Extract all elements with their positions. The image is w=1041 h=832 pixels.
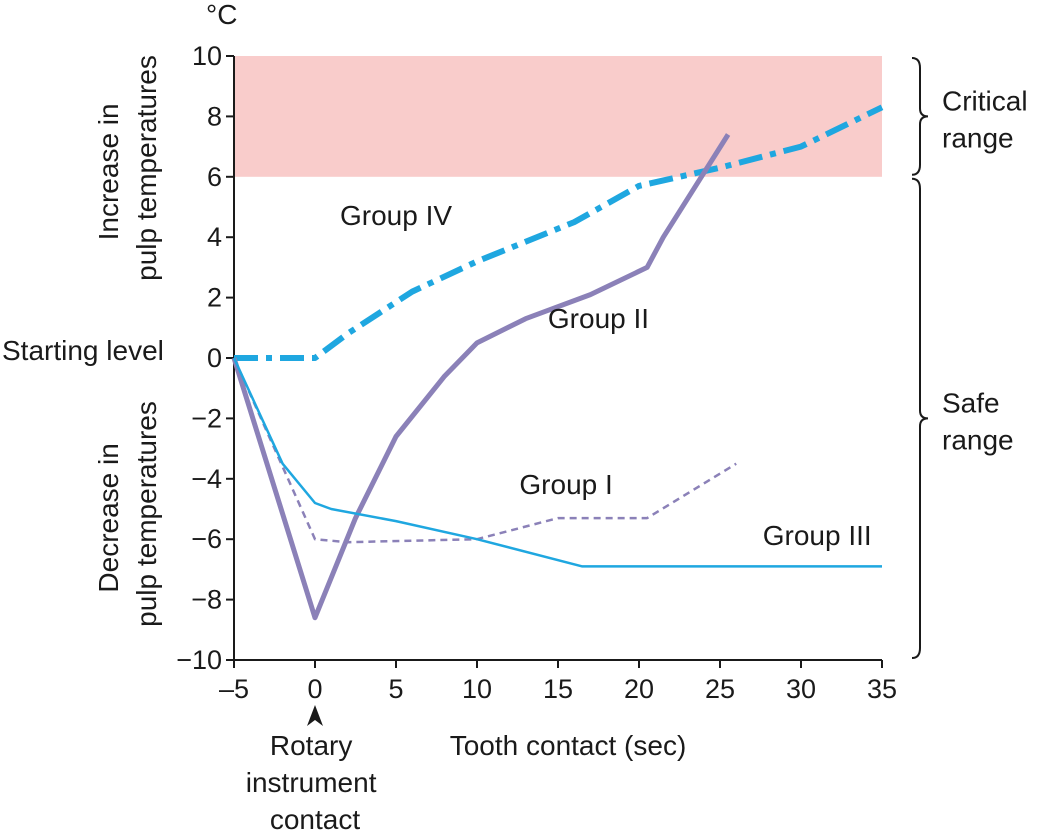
safe-range-label-line: range: [942, 424, 1014, 455]
x-tick-label: –5: [219, 674, 249, 704]
y-tick-label: 0: [207, 343, 222, 373]
series-line-group-ii: [231, 133, 731, 621]
y-axis-label-increase-line2: pulp temperatures: [131, 55, 162, 281]
critical-range-label-line: range: [942, 122, 1014, 153]
y-tick-label: 10: [192, 41, 222, 71]
unit-label: °C: [206, 0, 237, 30]
rotary-contact-label-line3: contact: [270, 804, 360, 832]
safe-range-label: Safe range: [942, 387, 1014, 455]
y-axis-label-increase: Increase in pulp temperatures: [93, 55, 162, 281]
y-tick-label: 4: [207, 222, 222, 252]
rotary-contact-label: Rotary instrument contact: [246, 730, 385, 832]
y-tick-label: −4: [191, 464, 222, 494]
x-tick-label: 30: [786, 674, 816, 704]
y-axis-label-decrease: Decrease in pulp temperatures: [93, 401, 162, 627]
y-tick-label: −10: [176, 645, 222, 675]
critical-range-label-line: Critical: [942, 85, 1028, 116]
x-tick-label: 15: [543, 674, 573, 704]
series-label-group-i: Group I: [519, 469, 612, 500]
critical-band: [234, 56, 882, 177]
rotary-contact-arrow: [307, 705, 323, 726]
y-axis-label-increase-line1: Increase in: [93, 103, 124, 240]
y-tick-label: 2: [207, 283, 222, 313]
y-tick-label: −2: [191, 403, 222, 433]
x-tick-label: 35: [867, 674, 897, 704]
y-tick-label: 6: [207, 162, 222, 192]
x-tick-label: 10: [462, 674, 492, 704]
y-axis-label-decrease-line2: pulp temperatures: [131, 401, 162, 627]
x-tick-label: 25: [705, 674, 735, 704]
range-brackets: Critical range Safe range: [911, 57, 1028, 659]
series-line-group-i: [232, 357, 737, 544]
y-tick-label: −8: [191, 585, 222, 615]
series-layer: Group IV Group II Group I Group III: [231, 104, 884, 621]
y-tick-label: −6: [191, 524, 222, 554]
series-label-group-ii: Group II: [548, 303, 649, 334]
rotary-contact-label-line2: instrument: [246, 767, 377, 798]
series-line-group-iv: [234, 104, 884, 361]
series-label-group-iv: Group IV: [340, 200, 452, 231]
x-tick-label: 5: [388, 674, 403, 704]
series-line-group-iii: [232, 357, 882, 568]
safe-range-label-line: Safe: [942, 387, 1000, 418]
x-tick-label: 20: [624, 674, 654, 704]
y-tick-label: 8: [207, 101, 222, 131]
starting-level-label: Starting level: [2, 335, 164, 366]
critical-range-brace: [911, 57, 929, 176]
x-tick-label: 0: [307, 674, 322, 704]
critical-range-label: Critical range: [942, 85, 1028, 153]
y-axis-label-decrease-line1: Decrease in: [93, 443, 124, 592]
rotary-contact-label-line1: Rotary: [270, 730, 352, 761]
series-label-group-iii: Group III: [763, 520, 872, 551]
safe-range-brace: [911, 177, 929, 659]
x-axis-label: Tooth contact (sec): [450, 730, 687, 761]
